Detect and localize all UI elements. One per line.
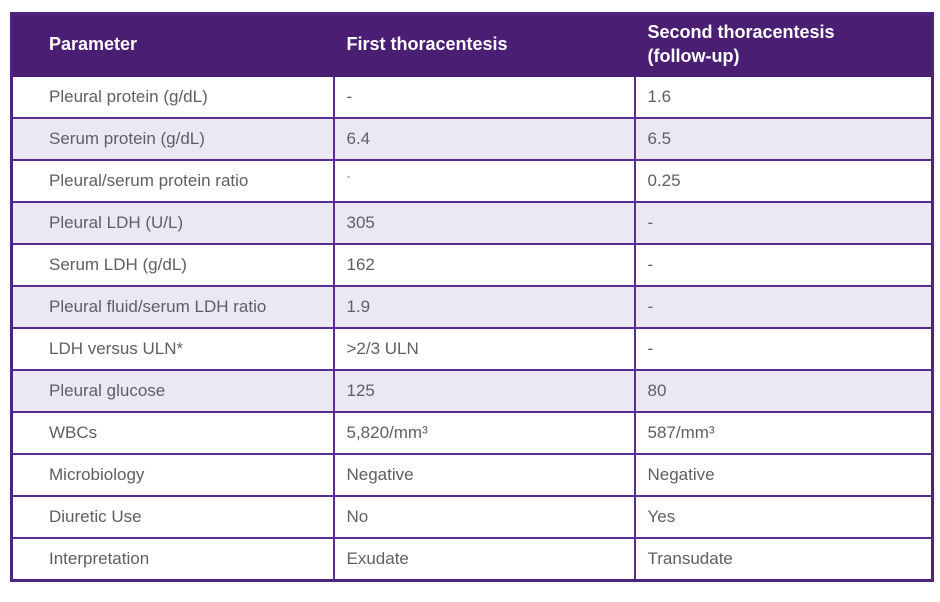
parameter-cell: Microbiology [10,453,335,497]
table-row-pleural-glucose: Pleural glucose 125 80 [10,369,934,413]
table-row-serum-protein: Serum protein (g/dL) 6.4 6.5 [10,117,934,161]
first-value-cell: 162 [332,243,636,287]
second-value-cell: 80 [633,369,934,413]
first-value-cell: Exudate [332,537,636,582]
parameter-cell: Serum LDH (g/dL) [10,243,335,287]
second-value-cell: - [633,285,934,329]
second-value-cell: - [633,243,934,287]
parameter-cell: Pleural fluid/serum LDH ratio [10,285,335,329]
first-value-cell: 305 [332,201,636,245]
parameter-cell: Pleural LDH (U/L) [10,201,335,245]
col-header-first-thoracentesis: First thoracentesis [332,12,636,77]
second-value-cell: Transudate [633,537,934,582]
superscript-dash: - [346,168,351,183]
first-value-cell: No [332,495,636,539]
first-value-cell: - [332,75,636,119]
second-value-cell: 1.6 [633,75,934,119]
table-row-pleural-fluid-serum-ldh-ratio: Pleural fluid/serum LDH ratio 1.9 - [10,285,934,329]
second-value-cell: Yes [633,495,934,539]
second-value-cell: - [633,201,934,245]
thoracentesis-comparison-table: Parameter First thoracentesis Second tho… [10,12,934,582]
first-value-cell: >2/3 ULN [332,327,636,371]
parameter-cell: Pleural/serum protein ratio [10,159,335,203]
second-value-cell: - [633,327,934,371]
parameter-cell: Interpretation [10,537,335,582]
parameter-cell: Pleural glucose [10,369,335,413]
table-row-pleural-protein: Pleural protein (g/dL) - 1.6 [10,75,934,119]
second-value-cell: 6.5 [633,117,934,161]
first-value-cell: 5,820/mm³ [332,411,636,455]
parameter-cell: WBCs [10,411,335,455]
table-row-microbiology: Microbiology Negative Negative [10,453,934,497]
parameter-cell: Serum protein (g/dL) [10,117,335,161]
first-value-cell: 125 [332,369,636,413]
second-value-cell: 587/mm³ [633,411,934,455]
table-row-pleural-serum-protein-ratio: Pleural/serum protein ratio - 0.25 [10,159,934,203]
second-value-cell: 0.25 [633,159,934,203]
col-header-parameter: Parameter [10,12,335,77]
first-value-cell: - [332,159,636,203]
first-value-cell: Negative [332,453,636,497]
first-value-cell: 6.4 [332,117,636,161]
parameter-cell: Pleural protein (g/dL) [10,75,335,119]
table-row-pleural-ldh: Pleural LDH (U/L) 305 - [10,201,934,245]
first-value-cell: 1.9 [332,285,636,329]
header-row: Parameter First thoracentesis Second tho… [10,12,934,77]
parameter-cell: LDH versus ULN* [10,327,335,371]
table-row-interpretation: Interpretation Exudate Transudate [10,537,934,582]
second-value-cell: Negative [633,453,934,497]
table-row-ldh-versus-uln: LDH versus ULN* >2/3 ULN - [10,327,934,371]
table-row-diuretic-use: Diuretic Use No Yes [10,495,934,539]
table-row-wbcs: WBCs 5,820/mm³ 587/mm³ [10,411,934,455]
table-row-serum-ldh: Serum LDH (g/dL) 162 - [10,243,934,287]
parameter-cell: Diuretic Use [10,495,335,539]
col-header-second-thoracentesis: Second thoracentesis (follow-up) [633,12,934,77]
